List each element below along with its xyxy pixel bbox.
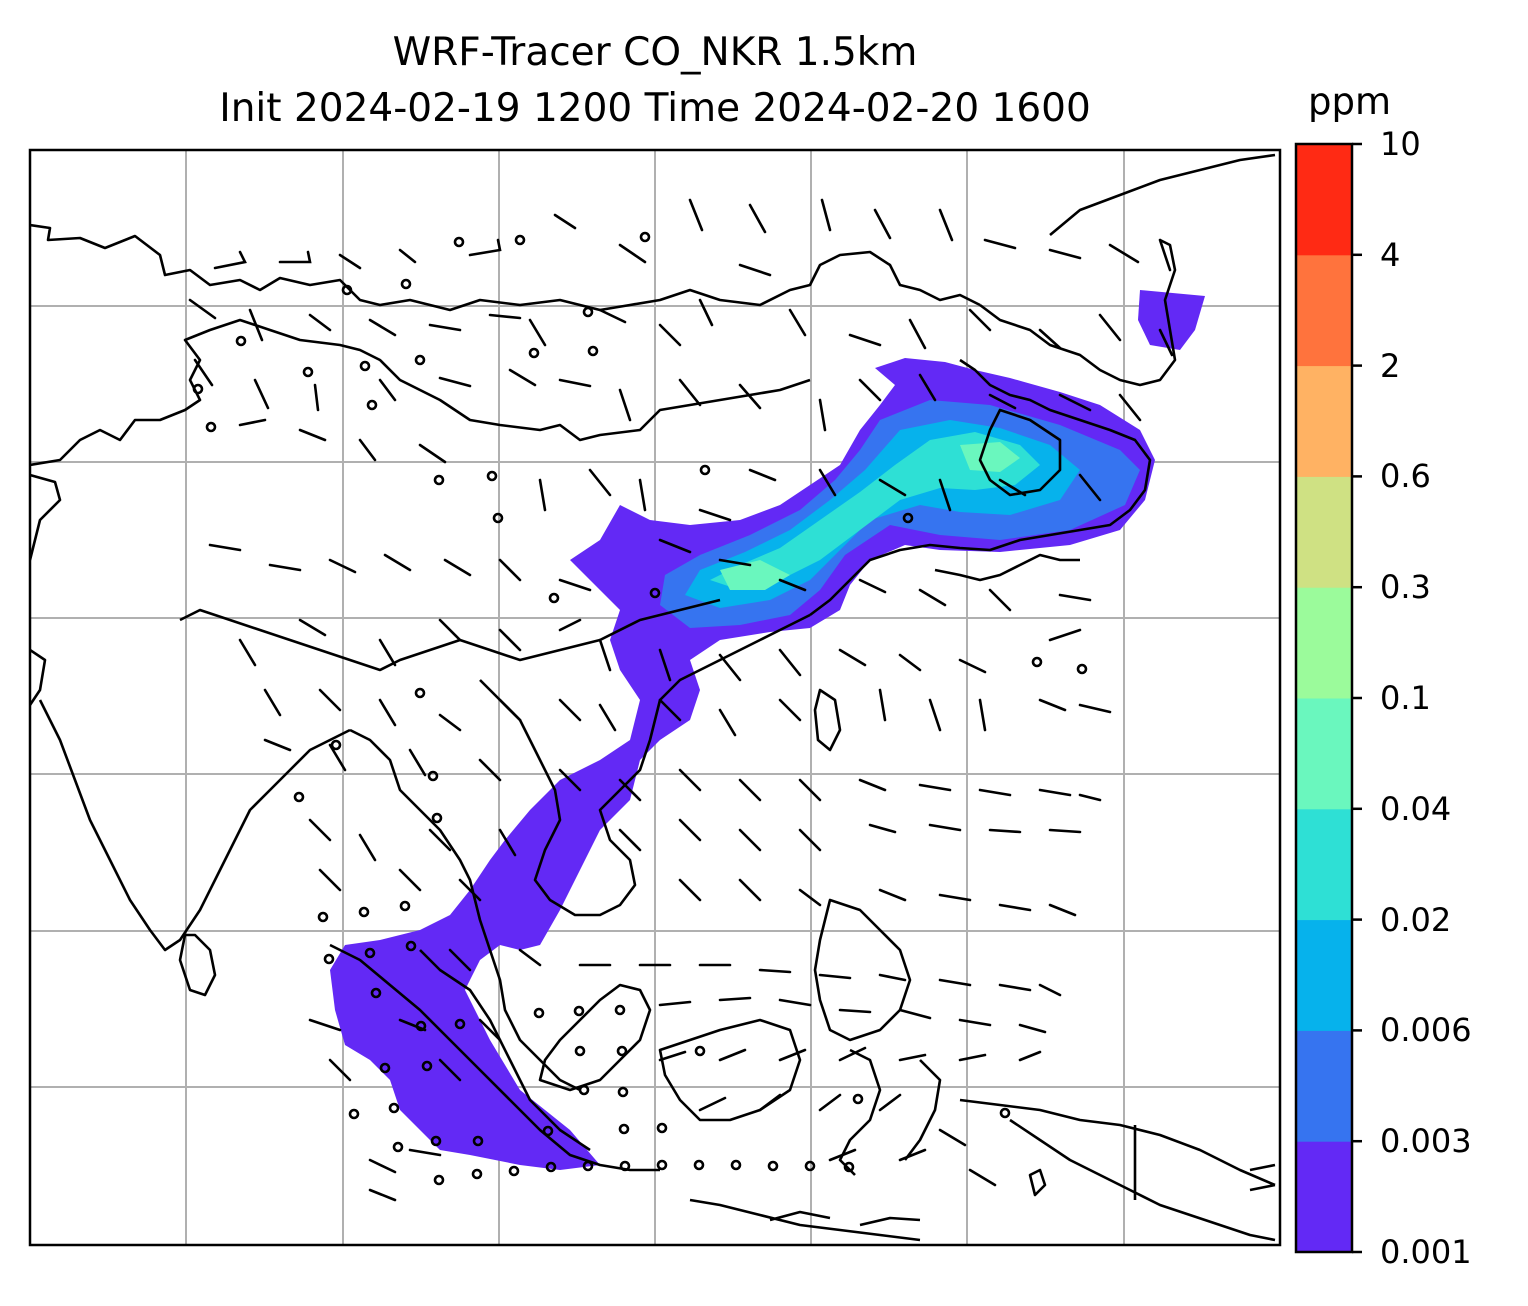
- colorbar-tick-label: 10: [1380, 125, 1421, 163]
- colorbar-tick-label: 2: [1380, 346, 1401, 385]
- map-frame: [28, 148, 1282, 1247]
- calm-wind-markers: [192, 231, 1088, 1186]
- colorbar-tick-label: 0.006: [1380, 1011, 1472, 1050]
- colorbar-tick-label: 0.3: [1380, 568, 1431, 607]
- colorbar-segment: [1296, 1030, 1352, 1142]
- colorbar-frame: [1294, 142, 1354, 1254]
- map-title-line1: WRF-Tracer CO_NKR 1.5km: [392, 30, 918, 75]
- colorbar-segment: [1296, 587, 1352, 699]
- colorbar-tick-label: 0.1: [1380, 679, 1431, 717]
- colorbar-tick-label: 0.04: [1380, 789, 1452, 828]
- colorbar-segment: [1296, 919, 1352, 1031]
- colorbar-segment: [1296, 365, 1352, 477]
- colorbar-segment: [1296, 476, 1352, 588]
- colorbar-segment: [1296, 254, 1352, 367]
- colorbar-segment: [1296, 144, 1352, 256]
- colorbar-segment: [1296, 808, 1352, 921]
- colorbar-unit-label: ppm: [1308, 80, 1392, 123]
- tracer-plume: [330, 290, 1205, 1170]
- colorbar-tick-label: 0.02: [1380, 900, 1452, 939]
- wind-barbs: [188, 198, 1174, 1202]
- colorbar-tick-label: 4: [1380, 235, 1401, 274]
- colorbar-segment: [1296, 698, 1352, 810]
- colorbar-tick-label: 0.003: [1380, 1122, 1472, 1161]
- map-title-line2: Init 2024-02-19 1200 Time 2024-02-20 160…: [219, 86, 1091, 131]
- colorbar: [1296, 142, 1362, 1254]
- colorbar-tick-label: 0.6: [1380, 457, 1431, 496]
- map-panel: [30, 150, 1280, 1245]
- graticule: [30, 150, 1280, 1245]
- colorbar-tick-label: 0.001: [1380, 1233, 1472, 1271]
- colorbar-segment: [1296, 1141, 1352, 1253]
- coastlines: [30, 153, 1276, 1242]
